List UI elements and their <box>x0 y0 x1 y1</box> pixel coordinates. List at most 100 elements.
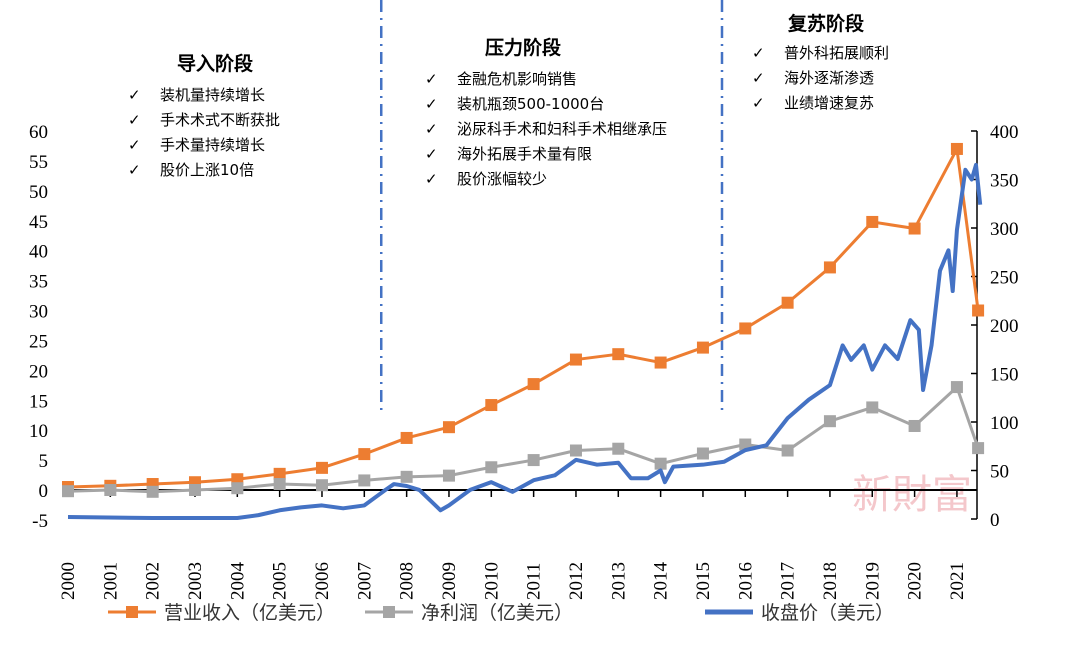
data-point <box>358 474 371 487</box>
phase-item: 手术量持续增长 <box>160 136 265 154</box>
x-tick-label: 2004 <box>227 562 248 601</box>
x-tick-label: 2001 <box>100 562 121 600</box>
y-left-tick-label: 20 <box>29 361 48 382</box>
data-point <box>781 296 794 309</box>
data-point <box>146 485 159 498</box>
x-tick-label: 2021 <box>947 562 968 600</box>
phase-item: 股价上涨10倍 <box>160 161 254 179</box>
phase-title: 复苏阶段 <box>787 12 865 35</box>
y-left-tick-label: 45 <box>29 212 48 233</box>
data-point <box>823 261 836 274</box>
x-tick-label: 2011 <box>524 563 545 600</box>
y-right-tick-label: 300 <box>990 219 1019 240</box>
data-point <box>781 444 794 457</box>
x-tick-label: 2007 <box>354 562 375 600</box>
check-icon: ✓ <box>752 69 765 87</box>
legend-label: 营业收入（亿美元） <box>164 602 335 624</box>
x-tick-label: 2010 <box>481 562 502 600</box>
check-icon: ✓ <box>128 136 141 154</box>
data-point <box>696 341 709 354</box>
y-left-tick-label: 60 <box>29 122 48 143</box>
y-left-tick-label: 40 <box>29 242 48 263</box>
x-tick-label: 2009 <box>439 562 460 600</box>
data-point <box>569 444 582 457</box>
y-left-tick-label: -5 <box>32 511 48 532</box>
data-point <box>823 415 836 428</box>
data-point <box>104 484 117 496</box>
check-icon: ✓ <box>425 70 438 88</box>
legend-label: 收盘价（美元） <box>761 602 894 624</box>
y-left-tick-label: 5 <box>39 451 49 472</box>
data-point <box>62 485 74 498</box>
check-icon: ✓ <box>425 170 438 188</box>
check-icon: ✓ <box>128 161 141 179</box>
y-left-tick-label: 15 <box>29 391 48 412</box>
data-point <box>231 482 244 495</box>
x-tick-label: 2003 <box>185 562 206 600</box>
data-point <box>950 381 963 394</box>
y-right-tick-label: 250 <box>990 268 1019 289</box>
data-point <box>739 322 752 335</box>
phase-item: 装机瓶颈500-1000台 <box>457 95 604 113</box>
check-icon: ✓ <box>425 145 438 163</box>
x-tick-label: 2005 <box>270 562 291 600</box>
watermark: 新財富 <box>852 472 972 518</box>
data-point <box>654 457 667 470</box>
x-tick-label: 2008 <box>397 562 418 600</box>
data-point <box>527 454 540 467</box>
x-tick-label: 2013 <box>608 562 629 600</box>
data-point <box>442 421 455 434</box>
phase-item: 海外拓展手术量有限 <box>457 145 592 163</box>
y-left-tick-label: 30 <box>29 302 48 323</box>
y-left-tick-label: 50 <box>29 182 48 203</box>
data-point <box>400 470 413 483</box>
x-tick-label: 2017 <box>778 562 799 600</box>
check-icon: ✓ <box>752 44 765 62</box>
y-left-tick-label: 55 <box>29 152 48 173</box>
x-tick-label: 2018 <box>820 562 841 600</box>
data-point <box>358 448 371 461</box>
data-point <box>696 447 709 460</box>
y-left-tick-label: 0 <box>39 481 49 502</box>
x-tick-label: 2015 <box>693 562 714 600</box>
data-point <box>400 431 413 444</box>
x-tick-label: 2000 <box>58 562 79 600</box>
data-point <box>188 484 201 496</box>
data-point <box>485 461 498 474</box>
data-point <box>315 479 328 492</box>
data-point <box>612 348 625 361</box>
data-point <box>442 469 455 482</box>
y-left-tick-label: 25 <box>29 331 48 352</box>
check-icon: ✓ <box>752 94 765 112</box>
legend-marker <box>383 606 395 618</box>
data-point <box>273 478 286 491</box>
y-right-tick-label: 0 <box>990 510 1000 531</box>
data-point <box>485 399 498 412</box>
data-point <box>612 442 625 455</box>
data-point <box>908 222 921 235</box>
phase-item: 普外科拓展顺利 <box>784 44 889 62</box>
phase-item: 业绩增速复苏 <box>784 94 874 112</box>
data-point <box>908 419 921 432</box>
data-point <box>950 142 963 155</box>
series-line-0 <box>67 147 980 489</box>
y-right-tick-label: 50 <box>990 462 1009 483</box>
phase-title: 导入阶段 <box>177 52 254 75</box>
data-point <box>654 356 667 369</box>
data-point <box>315 461 328 474</box>
y-left-tick-label: 10 <box>29 421 48 442</box>
phase-item: 金融危机影响销售 <box>457 70 577 88</box>
series-line-2 <box>67 162 983 521</box>
data-point <box>569 353 582 366</box>
x-tick-label: 2016 <box>735 562 756 600</box>
data-point <box>866 215 879 228</box>
legend-marker <box>126 606 138 618</box>
phase-item: 手术术式不断获批 <box>160 111 280 129</box>
data-point <box>866 401 879 414</box>
check-icon: ✓ <box>425 95 438 113</box>
legend-label: 净利润（亿美元） <box>421 602 573 624</box>
x-tick-label: 2019 <box>862 562 883 600</box>
series-line-1 <box>67 385 980 494</box>
